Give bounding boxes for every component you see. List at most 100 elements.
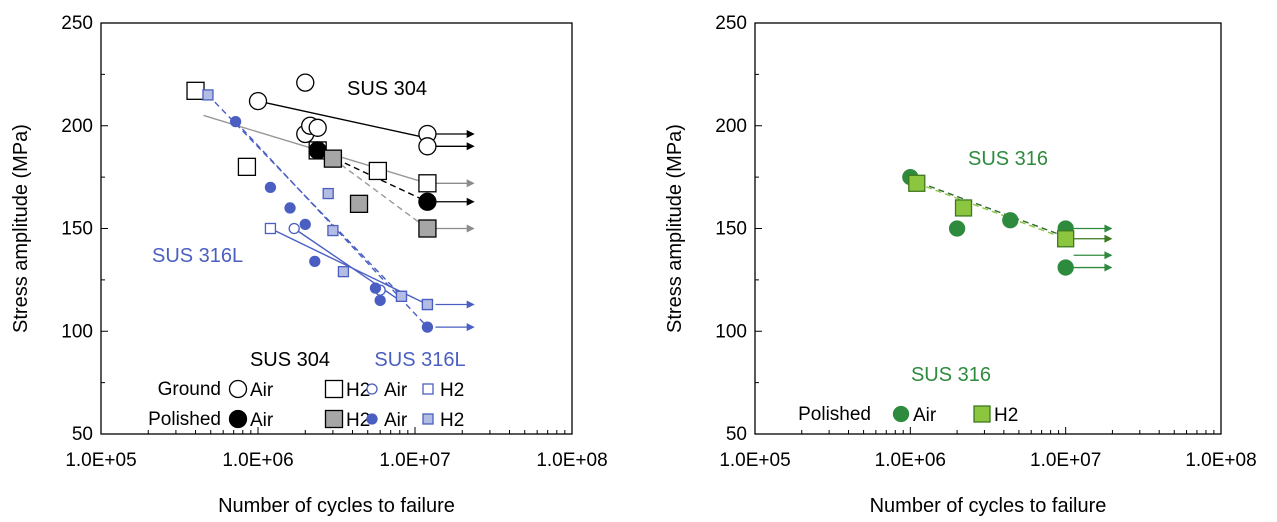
trend-line xyxy=(207,94,409,303)
trend-line xyxy=(257,100,428,139)
y-tick-label: 200 xyxy=(61,116,93,137)
legend-entry-label: H2 xyxy=(346,380,370,401)
chart-annotation: SUS 316 xyxy=(968,148,1048,170)
legend-marker-circle xyxy=(366,383,378,395)
data-point-circle xyxy=(1002,212,1019,229)
data-point-square xyxy=(323,149,343,168)
data-point-square xyxy=(954,199,973,217)
legend-marker-circle xyxy=(892,405,910,423)
data-point-circle xyxy=(308,141,327,160)
data-point-circle xyxy=(284,202,296,214)
legend-entry-label: Air xyxy=(384,380,408,401)
y-tick-label: 50 xyxy=(72,424,93,445)
trend-line xyxy=(916,182,1066,240)
runout-arrowhead xyxy=(466,224,475,233)
legend-entry-label: H2 xyxy=(346,410,370,431)
legend-row-label: Polished xyxy=(148,409,221,430)
y-tick-label: 200 xyxy=(715,116,747,137)
chart-annotation: SUS 316L xyxy=(152,245,243,267)
data-point-square xyxy=(418,174,437,193)
data-point-square xyxy=(202,89,214,101)
legend-row-label: Polished xyxy=(798,404,871,425)
data-point-square xyxy=(237,157,257,177)
legend-marker-square xyxy=(324,379,344,399)
data-point-square xyxy=(1057,230,1075,248)
y-axis-title: Stress amplitude (MPa) xyxy=(10,124,32,333)
trend-line xyxy=(235,121,428,328)
data-point-circle xyxy=(299,218,311,231)
legend-group-header: SUS 304 xyxy=(250,349,330,371)
data-point-circle xyxy=(421,321,434,333)
legend-marker-square xyxy=(422,413,434,425)
data-point-square xyxy=(327,224,339,237)
data-point-circle xyxy=(418,192,437,211)
legend-entry-label: Air xyxy=(250,410,274,431)
legend-entry-label: H2 xyxy=(994,405,1018,426)
data-point-square xyxy=(337,266,350,278)
x-tick-label: 1.0E+08 xyxy=(536,450,607,471)
legend-entry-label: H2 xyxy=(440,410,464,431)
legend-marker-circle xyxy=(228,379,248,399)
x-tick-label: 1.0E+07 xyxy=(379,450,450,471)
runout-arrowhead xyxy=(1104,251,1113,260)
data-point-circle xyxy=(288,222,300,235)
data-point-square xyxy=(418,219,437,238)
legend-marker-square xyxy=(324,409,344,429)
data-point-square xyxy=(322,187,334,200)
runout-arrowhead xyxy=(466,179,475,188)
y-tick-label: 50 xyxy=(726,424,747,445)
x-tick-label: 1.0E+05 xyxy=(65,450,136,471)
x-tick-label: 1.0E+06 xyxy=(222,450,293,471)
chart-panel-1: 50 100 150 200 250 1.0E+05 1.0E+06 1.0E+07 1.0E+… xyxy=(10,13,608,517)
legend-marker-square xyxy=(973,405,991,423)
legend-marker-circle xyxy=(228,409,248,429)
runout-arrowhead xyxy=(466,300,475,309)
legend-entry-label: Air xyxy=(250,380,274,401)
data-point-circle xyxy=(296,73,315,92)
y-tick-label: 100 xyxy=(61,321,93,342)
data-point-circle xyxy=(1057,259,1074,276)
y-tick-label: 150 xyxy=(61,219,93,240)
legend-marker-square xyxy=(422,383,434,395)
data-point-square xyxy=(349,194,369,213)
legend-entry-label: Air xyxy=(913,405,937,426)
runout-arrowhead xyxy=(1104,224,1113,233)
x-axis-title: Number of cycles to failure xyxy=(870,495,1107,517)
runout-arrowhead xyxy=(466,323,475,332)
runout-arrowhead xyxy=(466,142,475,151)
data-point-square xyxy=(421,298,434,311)
runout-arrowhead xyxy=(1104,263,1113,272)
runout-arrowhead xyxy=(1104,234,1113,243)
x-tick-label: 1.0E+06 xyxy=(875,450,946,471)
legend-group-header: SUS 316L xyxy=(374,349,465,371)
y-tick-label: 150 xyxy=(715,219,747,240)
legend-row-label: Ground xyxy=(158,379,221,400)
data-point-circle xyxy=(248,91,268,111)
data-point-circle xyxy=(374,294,386,307)
data-point-square xyxy=(368,161,388,181)
data-point-circle xyxy=(309,255,321,268)
legend-entry-label: Air xyxy=(384,410,408,431)
y-tick-label: 250 xyxy=(61,13,93,34)
x-tick-label: 1.0E+08 xyxy=(1185,450,1256,471)
data-point-square xyxy=(395,290,408,302)
x-axis-title: Number of cycles to failure xyxy=(218,495,455,517)
y-tick-label: 100 xyxy=(715,321,747,342)
data-point-square xyxy=(908,174,926,192)
data-point-circle xyxy=(308,118,327,137)
legend-marker-circle xyxy=(366,413,378,425)
data-point-circle xyxy=(948,220,966,237)
x-tick-label: 1.0E+05 xyxy=(719,450,790,471)
trend-line xyxy=(910,178,1066,238)
chart-annotation: SUS 304 xyxy=(347,78,427,100)
x-tick-label: 1.0E+07 xyxy=(1030,450,1101,471)
y-axis-title: Stress amplitude (MPa) xyxy=(664,124,686,333)
data-point-circle xyxy=(369,282,382,294)
y-tick-label: 250 xyxy=(715,13,747,34)
chart-panel-2: 50 100 150 200 250 1.0E+05 1.0E+06 1.0E+07 1.0E+… xyxy=(664,13,1257,517)
runout-arrowhead xyxy=(466,197,475,206)
data-point-circle xyxy=(418,137,437,156)
data-point-square xyxy=(264,222,277,235)
legend-entry-label: H2 xyxy=(440,380,464,401)
